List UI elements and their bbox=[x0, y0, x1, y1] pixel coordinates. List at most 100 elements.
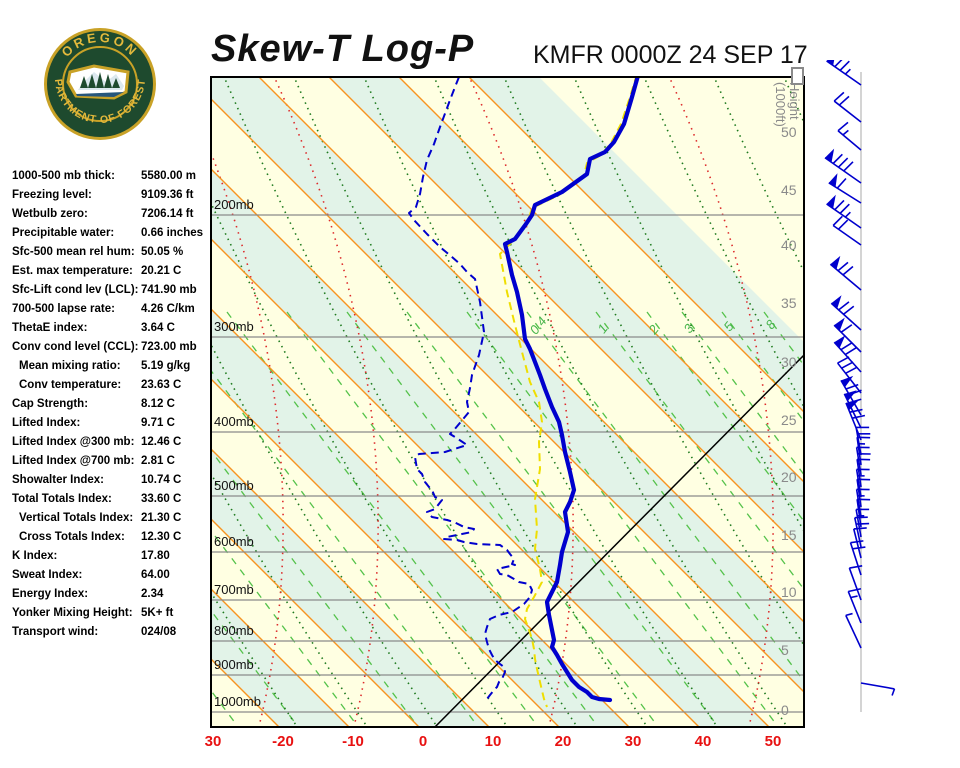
pressure-label: 700mb bbox=[214, 582, 254, 597]
index-label: Lifted Index @300 mb: bbox=[12, 436, 135, 448]
height-axis-title-line2: (1000ft) bbox=[773, 82, 788, 127]
height-label: 25 bbox=[781, 412, 797, 428]
height-label: 50 bbox=[781, 124, 797, 140]
height-label: 30 bbox=[781, 354, 797, 370]
index-value: 8.12 C bbox=[141, 398, 175, 410]
index-label: 700-500 lapse rate: bbox=[12, 303, 115, 315]
index-value: 12.30 C bbox=[141, 531, 182, 543]
index-value: 50.05 % bbox=[141, 246, 184, 258]
pressure-label: 800mb bbox=[214, 623, 254, 638]
index-value: 024/08 bbox=[141, 626, 177, 638]
index-value: 3.64 C bbox=[141, 322, 175, 334]
height-axis-title: Height (1000ft) bbox=[773, 82, 802, 127]
x-axis-temperature-label: 30 bbox=[204, 733, 222, 750]
index-value: 33.60 C bbox=[141, 493, 182, 505]
index-label: K Index: bbox=[12, 550, 58, 562]
index-label: Vertical Totals Index: bbox=[19, 512, 134, 524]
index-label: Mean mixing ratio: bbox=[19, 360, 121, 372]
sidebar-row: Mean mixing ratio: 5.19 g/kg bbox=[10, 357, 210, 376]
x-axis-temperature-label: 50 bbox=[764, 733, 782, 750]
index-label: Sfc-500 mean rel hum: bbox=[12, 246, 135, 258]
sidebar-row: K Index: 17.80 bbox=[10, 547, 210, 566]
index-value: 741.90 mb bbox=[141, 284, 197, 296]
x-axis-temperature-label: 30 bbox=[624, 733, 642, 750]
index-value: 4.26 C/km bbox=[141, 303, 195, 315]
index-label: Energy Index: bbox=[12, 588, 89, 600]
sidebar-row: Lifted Index: 9.71 C bbox=[10, 414, 210, 433]
pressure-label: 300mb bbox=[214, 319, 254, 334]
pressure-label: 900mb bbox=[214, 657, 254, 672]
sidebar-row: Cap Strength: 8.12 C bbox=[10, 395, 210, 414]
index-value: 23.63 C bbox=[141, 379, 182, 391]
index-value: 0.66 inches bbox=[141, 227, 204, 239]
index-label: Precipitable water: bbox=[12, 227, 115, 239]
x-axis-temperature-label: 20 bbox=[554, 733, 572, 750]
skewt-chart-area bbox=[210, 76, 805, 728]
sidebar-row: 1000-500 mb thick: 5580.00 m bbox=[10, 167, 210, 186]
index-label: Lifted Index: bbox=[12, 417, 81, 429]
index-value: 17.80 bbox=[141, 550, 170, 562]
index-label: Transport wind: bbox=[12, 626, 99, 638]
height-label: 15 bbox=[781, 527, 797, 543]
index-value: 2.34 bbox=[141, 588, 164, 600]
height-label: 10 bbox=[781, 584, 797, 600]
station-datetime-label: KMFR 0000Z 24 SEP 17 bbox=[533, 41, 808, 69]
sidebar-row: ThetaE index: 3.64 C bbox=[10, 319, 210, 338]
index-value: 64.00 bbox=[141, 569, 170, 581]
index-value: 5K+ ft bbox=[141, 607, 174, 619]
height-label: 0 bbox=[781, 702, 789, 718]
pressure-label: 500mb bbox=[214, 478, 254, 493]
sidebar-row: Precipitable water: 0.66 inches bbox=[10, 224, 210, 243]
pressure-label: 400mb bbox=[214, 414, 254, 429]
height-label: 35 bbox=[781, 295, 797, 311]
index-label: 1000-500 mb thick: bbox=[12, 170, 115, 182]
index-label: Yonker Mixing Height: bbox=[12, 607, 133, 619]
index-label: Total Totals Index: bbox=[12, 493, 112, 505]
sidebar-row: Conv temperature: 23.63 C bbox=[10, 376, 210, 395]
sidebar-row: 700-500 lapse rate: 4.26 C/km bbox=[10, 300, 210, 319]
x-axis-temperature-label: 0 bbox=[418, 733, 428, 750]
pressure-label: 200mb bbox=[214, 197, 254, 212]
sidebar-row: Freezing level: 9109.36 ft bbox=[10, 186, 210, 205]
pressure-label: 1000mb bbox=[214, 694, 261, 709]
pressure-label: 600mb bbox=[214, 534, 254, 549]
index-value: 10.74 C bbox=[141, 474, 182, 486]
sidebar-row: Energy Index: 2.34 bbox=[10, 585, 210, 604]
index-value: 21.30 C bbox=[141, 512, 182, 524]
index-value: 723.00 mb bbox=[141, 341, 197, 353]
sidebar-row: Lifted Index @700 mb: 2.81 C bbox=[10, 452, 210, 471]
height-label: 45 bbox=[781, 182, 797, 198]
index-value: 5580.00 m bbox=[141, 170, 196, 182]
sidebar-row: Conv cond level (CCL): 723.00 mb bbox=[10, 338, 210, 357]
logo-center-art bbox=[66, 64, 130, 100]
x-axis-temperature-label: -10 bbox=[342, 733, 364, 750]
index-value: 20.21 C bbox=[141, 265, 182, 277]
sidebar-row: Vertical Totals Index: 21.30 C bbox=[10, 509, 210, 528]
height-label: 40 bbox=[781, 237, 797, 253]
index-label: Wetbulb zero: bbox=[12, 208, 88, 220]
sidebar-row: Lifted Index @300 mb: 12.46 C bbox=[10, 433, 210, 452]
sidebar-row: Wetbulb zero: 7206.14 ft bbox=[10, 205, 210, 224]
height-axis-title-line1: Height bbox=[787, 82, 802, 120]
height-label: 5 bbox=[781, 642, 789, 658]
sidebar-row: Yonker Mixing Height: 5K+ ft bbox=[10, 604, 210, 623]
x-axis-temperature-label: -20 bbox=[272, 733, 294, 750]
index-value: 9109.36 ft bbox=[141, 189, 194, 201]
x-axis-temperature-label: 10 bbox=[484, 733, 502, 750]
index-label: Cross Totals Index: bbox=[19, 531, 125, 543]
sidebar-row: Sfc-500 mean rel hum: 50.05 % bbox=[10, 243, 210, 262]
height-axis-end-box bbox=[791, 67, 804, 85]
index-label: Showalter Index: bbox=[12, 474, 105, 486]
index-label: Conv temperature: bbox=[19, 379, 122, 391]
index-label: Sweat Index: bbox=[12, 569, 83, 581]
index-label: Est. max temperature: bbox=[12, 265, 133, 277]
sidebar-row: Showalter Index: 10.74 C bbox=[10, 471, 210, 490]
index-value: 5.19 g/kg bbox=[141, 360, 191, 372]
index-label: Conv cond level (CCL): bbox=[12, 341, 139, 353]
index-label: ThetaE index: bbox=[12, 322, 88, 334]
sidebar-row: Transport wind: 024/08 bbox=[10, 623, 210, 642]
index-value: 12.46 C bbox=[141, 436, 182, 448]
sidebar-row: Sfc-Lift cond lev (LCL): 741.90 mb bbox=[10, 281, 210, 300]
index-label: Freezing level: bbox=[12, 189, 92, 201]
